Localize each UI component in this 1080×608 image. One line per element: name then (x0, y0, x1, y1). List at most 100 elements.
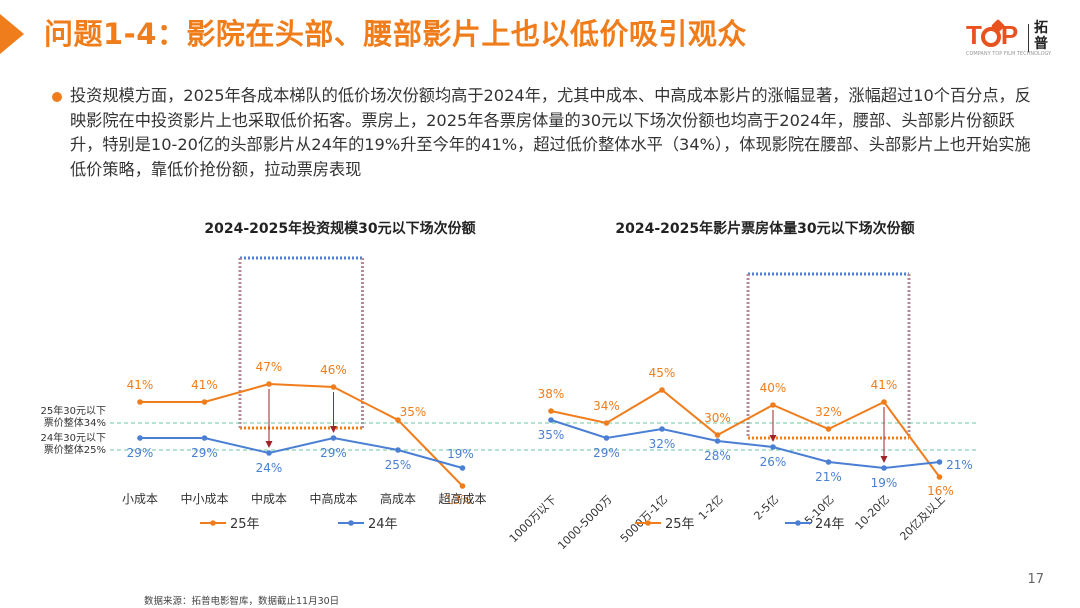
data-point (714, 438, 721, 444)
data-label: 40% (760, 381, 787, 395)
x-tick-label: 1-2亿 (696, 493, 726, 523)
data-label: 35% (400, 405, 427, 419)
arrow-head (265, 441, 273, 448)
x-tick-label: 中成本 (251, 491, 287, 506)
x-tick-label: 中高成本 (309, 491, 357, 506)
data-label: 29% (127, 446, 154, 460)
legend-label: 24年 (815, 517, 845, 532)
data-label: 19% (447, 447, 474, 461)
data-label: 38% (538, 387, 565, 401)
data-label: 28% (704, 449, 731, 463)
data-point (459, 483, 466, 489)
x-tick-label: 10-20亿 (853, 493, 893, 533)
bullet-dot-icon (52, 92, 62, 102)
logo-cn: 拓普 (1034, 20, 1048, 52)
data-label: 29% (593, 446, 620, 460)
data-point (770, 402, 776, 408)
logo-o-icon (980, 27, 1001, 47)
data-point (603, 435, 610, 441)
data-source: 数据来源：拓普电影智库，数据截止11月30日 (144, 596, 340, 607)
data-label: 26% (760, 455, 787, 469)
data-point (548, 417, 554, 423)
legend-marker (645, 520, 651, 526)
summary-text: 投资规模方面，2025年各成本梯队的低价场次份额均高于2024年，尤其中成本、中… (70, 86, 1031, 179)
legend-marker (795, 520, 801, 526)
data-label: 13% (445, 493, 472, 507)
data-label: 16% (927, 484, 954, 498)
legend-label: 24年 (368, 517, 398, 532)
x-tick-label: 高成本 (380, 491, 416, 506)
legend-label: 25年 (230, 517, 260, 532)
arrow-head (330, 426, 337, 433)
data-point (137, 435, 143, 441)
data-label: 41% (127, 378, 154, 392)
arrow-head (880, 456, 888, 463)
data-point (548, 408, 554, 414)
data-point (137, 399, 143, 405)
data-point (395, 417, 401, 423)
data-point (881, 465, 887, 471)
data-point (395, 447, 401, 453)
chart-box-office-scale-svg: 2024-2025年影片票房体量30元以下场次份额 38% 34% 45% 30% 40%… (507, 220, 978, 552)
x-tick-label: 5000万-1亿 (618, 493, 670, 545)
data-point (825, 426, 832, 432)
data-point (659, 387, 665, 393)
data-point (936, 474, 943, 480)
data-point (603, 420, 610, 426)
x-tick-label: 1000万以下 (507, 493, 559, 545)
data-label: 30% (704, 411, 731, 425)
highlight-box (746, 272, 911, 440)
legend-label: 25年 (665, 517, 695, 532)
x-tick-label: 2-5亿 (751, 493, 781, 523)
data-label: 47% (256, 360, 283, 374)
data-point (266, 381, 272, 387)
reference-label: 票价整体25% (44, 443, 106, 456)
series-line-24 (550, 419, 940, 470)
x-tick-label: 1000-5000万 (555, 493, 614, 552)
data-label: 46% (320, 363, 347, 377)
data-point (936, 459, 943, 465)
data-label: 41% (871, 378, 898, 392)
series-line-25 (550, 388, 941, 478)
x-tick-label: 超高成本 (438, 491, 486, 506)
data-label: 41% (191, 378, 218, 392)
data-point (459, 465, 466, 471)
data-point (881, 399, 887, 405)
legend-marker (210, 520, 216, 526)
data-label: 21% (815, 470, 842, 484)
x-tick-label: 中小成本 (180, 491, 228, 506)
header-arrow-icon (0, 14, 24, 54)
data-label: 29% (191, 446, 218, 460)
data-point (330, 435, 337, 441)
data-point (714, 432, 721, 438)
chart-investment-scale: 2024-2025年投资规模30元以下场次份额 25年30元以下 票价整体34% 24… (0, 210, 540, 550)
data-label: 34% (593, 399, 620, 413)
data-label: 21% (946, 458, 973, 472)
data-point (201, 399, 208, 405)
reference-label: 票价整体34% (44, 416, 106, 429)
x-tick-label: 小成本 (122, 492, 158, 506)
logo-subtitle: COMPANY TOP FILM TECHNOLOGY (966, 51, 1052, 57)
logo-divider (1028, 24, 1029, 52)
page-title: 问题1-4：影院在头部、腰部影片上也以低价吸引观众 (44, 17, 747, 51)
x-tick-label: 20亿及以上 (897, 493, 947, 543)
data-label: 45% (649, 366, 676, 380)
chart-title: 2024-2025年影片票房体量30元以下场次份额 (615, 220, 914, 237)
data-point (201, 435, 208, 441)
reference-label: 24年30元以下 (41, 431, 106, 444)
reference-label: 25年30元以下 (41, 404, 106, 417)
chart-box-office-scale: 2024-2025年影片票房体量30元以下场次份额 38% 34% 45% 30% 40%… (500, 210, 1060, 552)
data-point (266, 450, 272, 456)
series-line-24 (140, 436, 463, 469)
data-label: 24% (256, 461, 283, 475)
highlight-box (238, 256, 365, 430)
data-label: 29% (320, 446, 347, 460)
chart-title: 2024-2025年投资规模30元以下场次份额 (204, 220, 475, 237)
data-label: 19% (871, 476, 898, 490)
page-number: 17 (1027, 572, 1044, 587)
legend-marker (348, 520, 354, 526)
arrow-head (769, 435, 777, 442)
